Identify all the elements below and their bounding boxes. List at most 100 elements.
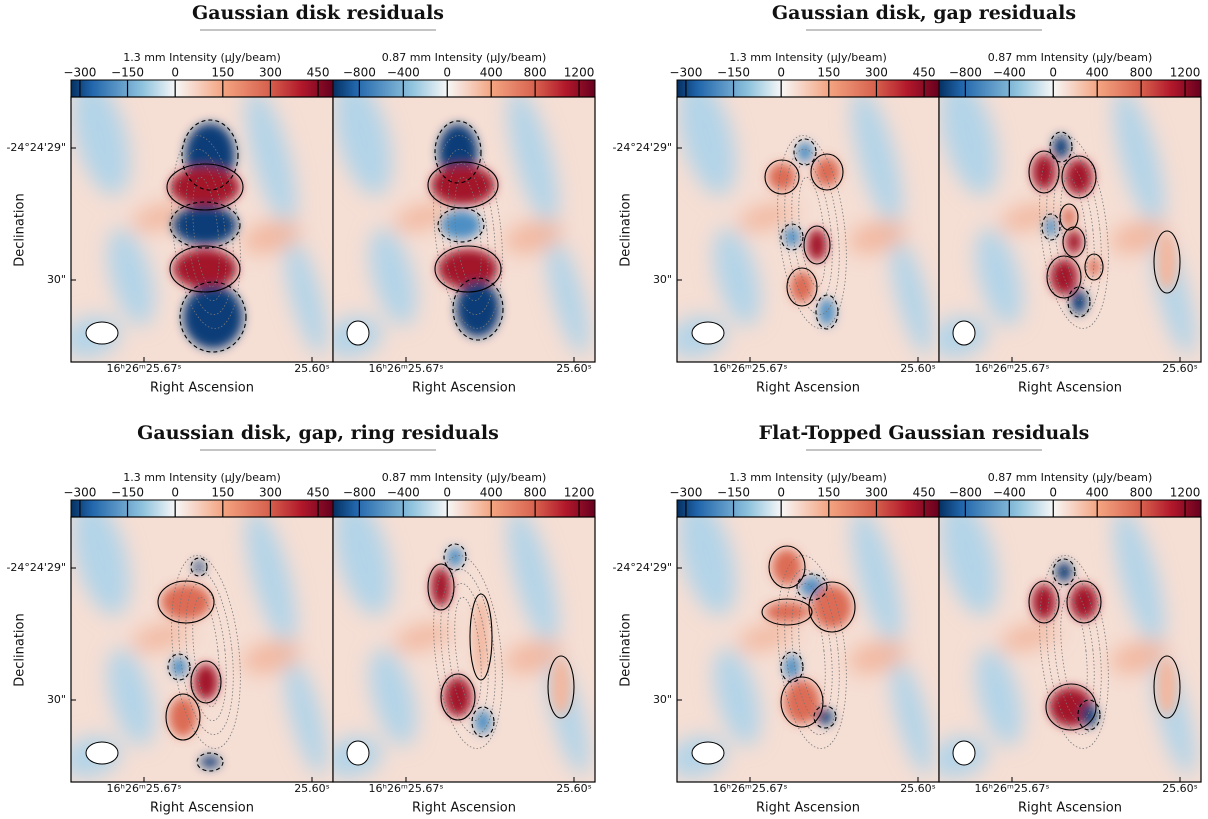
x-tick-label: 25.60ˢ [556,362,592,375]
colorbar-tick-label: 150 [817,66,840,80]
background-feature [503,640,563,674]
background-feature [678,97,736,196]
contour [1045,683,1097,731]
beam [346,740,370,766]
background-feature [72,517,130,616]
contour [471,706,495,738]
map-frame [332,96,596,363]
y-tick-label: 30" [47,273,66,286]
x-tick-label: 25.60ˢ [294,362,330,375]
map-frame [332,516,596,783]
contour [813,705,837,729]
panel: Gaussian disk, gap, ring residuals 1.3 mm… [6,422,596,816]
background-feature [131,623,191,651]
beam [691,741,725,765]
residual-blob [447,547,463,567]
contour [786,267,818,307]
model-ring [178,569,234,735]
contour [434,120,482,184]
colorbar-tick-label: −150 [111,486,144,500]
model-ring [185,162,227,302]
colorbar-tick-label: −400 [993,486,1026,500]
residual-map [677,97,939,362]
contour [190,557,208,577]
colorbar-tick-label: 0 [777,486,785,500]
residual-blob [438,249,498,289]
x-tick-label: 25.60ˢ [1162,782,1198,795]
background-feature [369,228,417,326]
contour [1028,580,1060,624]
panel: Gaussian disk, gap residuals 1.3 mm Inten… [612,2,1202,396]
background-feature [1113,517,1165,645]
colorbar-tick-label: 0 [443,66,451,80]
background-feature [999,623,1059,651]
colorbar-tick-label: 1200 [1170,66,1201,80]
background-feature [975,228,1023,326]
colorbar-tick-label: 300 [259,66,282,80]
colorbar-tick-label: −400 [387,486,420,500]
contour [803,225,831,265]
background-feature [1113,97,1165,225]
y-tick-label: 30" [653,693,672,706]
y-tick-label: -24°24'29" [6,561,66,574]
colorbar-tick-label: −150 [717,486,750,500]
residual-blob [1053,135,1069,159]
residual-blob [772,549,802,585]
background-feature [241,640,301,674]
x-tick-label: 25.60ˢ [900,782,936,795]
x-tick-label: 16ʰ26ᵐ25.67ˢ [975,362,1050,375]
y-tick-label: -24°24'29" [612,141,672,154]
residual-map [939,97,1201,362]
background-feature [999,203,1059,231]
residual-blob [1045,217,1057,237]
residual-blob [475,710,491,734]
model-ring [1060,596,1088,708]
residual-blob [431,165,495,205]
residual-blob [169,697,197,737]
background-feature [678,517,736,616]
colorbar-tick-label: 0 [1049,66,1057,80]
model-ring [192,176,220,288]
colorbar-label: 0.87 mm Intensity (μJy/beam) [382,51,547,64]
contour [808,581,856,633]
contour [434,245,502,293]
residual-blob [456,281,500,337]
colorbar-tick-label: 450 [307,66,330,80]
residual-blob [171,657,187,677]
contour [1028,150,1060,194]
colorbar [938,499,1202,518]
colorbar-tick-label: −800 [949,66,982,80]
background-feature [245,517,297,645]
residual-blob [194,664,218,700]
contour [1041,213,1061,241]
contour [469,593,493,681]
background-feature [851,517,903,645]
residual-blob [1088,257,1100,277]
x-tick-label: 16ʰ26ᵐ25.67ˢ [369,362,444,375]
colorbar-tick-label: 400 [1086,66,1109,80]
residual-blob [819,298,835,326]
background-feature [284,658,328,776]
panel-title: Flat-Topped Gaussian residuals [759,422,1090,444]
model-ring [1046,149,1102,315]
colorbar-tick-label: −150 [111,66,144,80]
residual-blob [551,659,571,715]
model-ring [1053,162,1095,302]
colorbar-tick-label: −300 [669,486,702,500]
background-feature [507,97,559,225]
beam [952,740,976,766]
contour [1062,226,1086,258]
colorbar-tick-label: −800 [949,486,982,500]
background-feature [713,228,761,326]
colorbar-tick-label: 800 [524,66,547,80]
contour [196,752,224,772]
background-feature [737,203,797,231]
background-feature [72,97,130,196]
background-feature [1109,220,1169,254]
y-tick-label: -24°24'29" [612,561,672,574]
x-axis-label: Right Ascension [150,381,254,396]
model-ring [1046,569,1102,735]
residual-blob [1063,207,1075,227]
background-feature [284,238,328,356]
residual-blob [173,205,237,245]
